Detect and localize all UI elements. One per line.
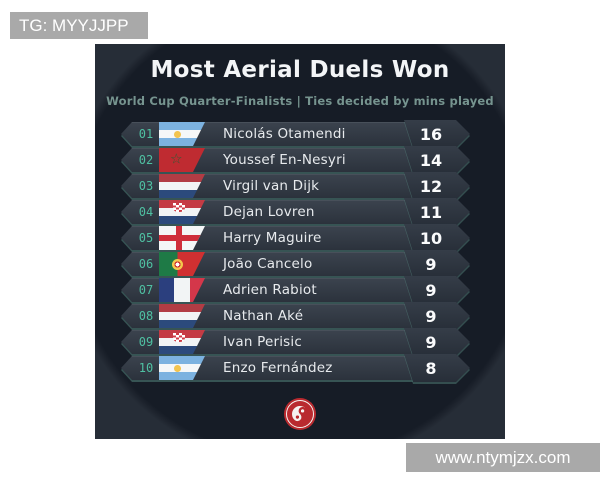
value-badge-shadow: 9 [404,250,470,278]
value-badge-shadow: 9 [404,276,470,304]
value-label: 9 [425,332,437,352]
player-name: Enzo Fernández [223,360,333,376]
player-name: Nicolás Otamendi [223,126,346,142]
rank-label: 04 [138,205,154,219]
value-badge: 10 [404,224,470,252]
table-row: 10 05 Harry Maguire [121,224,470,252]
value-label: 9 [425,280,437,300]
player-name: Virgil van Dijk [223,178,320,194]
value-badge-shadow: 14 [404,146,470,174]
player-name: João Cancelo [223,256,313,272]
value-label: 9 [425,254,437,274]
value-label: 9 [425,306,437,326]
brand-logo-icon [284,398,316,430]
website-watermark: www.ntymjzx.com [406,443,600,472]
player-name: Nathan Aké [223,308,304,324]
value-badge: 9 [404,276,470,304]
value-badge: 8 [404,354,470,382]
value-badge-shadow: 9 [404,328,470,356]
rank-label: 06 [138,257,154,271]
value-badge: 9 [404,250,470,278]
value-label: 8 [425,358,437,378]
page-subtitle: World Cup Quarter-Finalists | Ties decid… [106,94,494,108]
rank-label: 09 [138,335,154,349]
value-badge-shadow: 9 [404,302,470,330]
table-row: 16 01 Nicolás Otamendi [121,120,470,148]
rank-label: 07 [138,283,154,297]
value-label: 10 [419,228,443,248]
player-name: Dejan Lovren [223,204,315,220]
rank-label: 10 [138,361,154,375]
table-row: 9 09 Ivan Perisic [121,328,470,356]
value-label: 16 [419,124,443,144]
table-row: 9 08 Nathan Aké [121,302,470,330]
value-badge-shadow: 11 [404,198,470,226]
player-name: Youssef En-Nesyri [223,152,346,168]
value-badge-shadow: 8 [404,354,470,382]
rank-label: 03 [138,179,154,193]
table-row: 8 10 Enzo Fernández [121,354,470,382]
value-badge: 9 [404,302,470,330]
rank-label: 08 [138,309,154,323]
ranking-list: 16 01 Nicolás Otamendi 14 02 Youssef En-… [121,120,470,382]
table-row: 12 03 Virgil van Dijk [121,172,470,200]
rank-label: 05 [138,231,154,245]
table-row: 9 07 Adrien Rabiot [121,276,470,304]
value-badge: 14 [404,146,470,174]
value-label: 12 [419,176,443,196]
rank-label: 02 [138,153,154,167]
yin-yang-icon [288,402,312,426]
value-label: 11 [419,202,443,222]
value-badge-shadow: 12 [404,172,470,200]
table-row: 11 04 Dejan Lovren [121,198,470,226]
player-name: Harry Maguire [223,230,322,246]
table-row: 14 02 Youssef En-Nesyri [121,146,470,174]
infographic-card: Most Aerial Duels Won World Cup Quarter-… [95,44,505,439]
value-badge-shadow: 10 [404,224,470,252]
rank-label: 01 [138,127,154,141]
value-label: 14 [419,150,443,170]
page-title: Most Aerial Duels Won [150,57,450,83]
value-badge: 16 [404,120,470,148]
player-name: Adrien Rabiot [223,282,317,298]
value-badge-shadow: 16 [404,120,470,148]
telegram-watermark: TG: MYYJJPP [10,12,148,39]
table-row: 9 06 João Cancelo [121,250,470,278]
player-name: Ivan Perisic [223,334,302,350]
value-badge: 12 [404,172,470,200]
value-badge: 9 [404,328,470,356]
value-badge: 11 [404,198,470,226]
